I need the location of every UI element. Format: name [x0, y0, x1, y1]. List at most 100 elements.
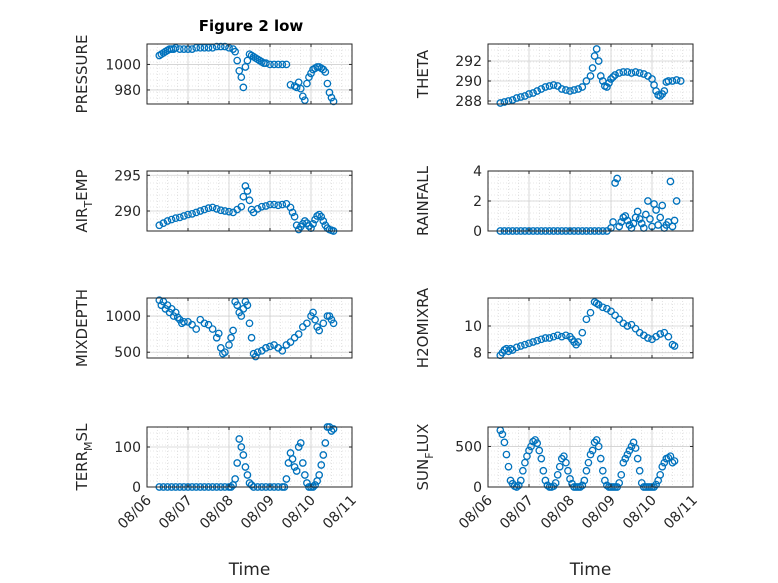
data-point — [286, 81, 295, 89]
data-point — [188, 45, 196, 53]
data-point — [615, 222, 624, 231]
data-point — [613, 174, 622, 183]
data-point — [175, 213, 184, 222]
data-point — [621, 212, 630, 220]
data-point — [294, 443, 303, 451]
y-tick-label: 295 — [114, 168, 141, 184]
data-point — [212, 205, 221, 213]
y-tick-label: 290 — [455, 74, 482, 90]
data-point — [204, 320, 213, 329]
y-tick-label: 500 — [114, 345, 141, 361]
data-point — [262, 59, 270, 67]
data-point — [216, 42, 225, 51]
data-point — [221, 42, 229, 51]
y-tick-label: 290 — [114, 204, 141, 220]
data-point — [208, 325, 217, 333]
data-point — [292, 467, 301, 475]
data-point — [646, 215, 654, 223]
data-point — [562, 458, 570, 467]
data-point — [200, 43, 209, 52]
data-series — [496, 45, 685, 107]
y-axis-label-part: EMP — [73, 169, 91, 200]
data-point — [212, 42, 221, 51]
data-point — [225, 207, 233, 216]
data-point — [180, 45, 188, 53]
data-point — [553, 331, 562, 340]
data-point — [564, 466, 572, 475]
data-point — [192, 43, 201, 52]
data-point — [525, 446, 533, 455]
data-point — [237, 73, 246, 82]
data-point — [274, 60, 283, 69]
data-point — [660, 87, 669, 95]
data-point — [557, 332, 566, 341]
axes-panel-6: 8 10 H2OMIXRA — [414, 287, 694, 368]
data-point — [527, 442, 535, 451]
data-point — [274, 201, 283, 210]
data-point — [257, 202, 266, 211]
data-point — [278, 60, 287, 69]
data-point — [549, 332, 558, 341]
data-point — [562, 86, 570, 94]
data-point — [551, 479, 560, 487]
data-point — [611, 71, 619, 79]
data-point — [635, 215, 644, 223]
x-axis-label: Time — [569, 560, 612, 580]
data-point — [545, 82, 554, 90]
data-point — [212, 333, 221, 342]
axes-panel-5: 500 1000 MIXDEPTH — [73, 289, 353, 367]
data-point — [537, 454, 546, 463]
data-point — [603, 83, 611, 91]
data-point — [305, 73, 313, 82]
data-point — [253, 205, 262, 213]
data-point — [221, 348, 229, 357]
data-point — [508, 96, 517, 104]
y-tick-label: 0 — [473, 480, 482, 496]
figure-title: Figure 2 low — [199, 17, 304, 35]
data-point — [533, 336, 542, 345]
data-point — [266, 200, 274, 209]
data-point — [319, 451, 328, 459]
data-point — [498, 430, 507, 439]
data-point — [598, 466, 607, 475]
data-point — [541, 334, 550, 342]
data-series — [496, 298, 679, 360]
data-point — [529, 437, 537, 446]
data-point — [298, 459, 307, 467]
axes-box — [146, 43, 353, 105]
data-point — [600, 476, 609, 485]
data-point — [282, 60, 291, 69]
data-point — [656, 92, 665, 100]
y-tick-label: 10 — [464, 319, 482, 335]
data-point — [239, 451, 248, 459]
axes-box — [146, 297, 353, 359]
data-point — [545, 334, 554, 342]
data-point — [582, 77, 591, 85]
y-tick-label: 980 — [114, 83, 141, 99]
data-point — [303, 479, 311, 487]
data-point — [525, 90, 533, 98]
data-point — [329, 97, 338, 106]
data-point — [288, 208, 297, 217]
data-point — [323, 79, 332, 88]
data-point — [627, 69, 636, 77]
data-point — [658, 462, 667, 471]
data-point — [300, 471, 309, 479]
data-point — [578, 83, 587, 91]
data-point — [196, 207, 205, 215]
data-point — [652, 87, 660, 95]
data-point — [631, 68, 640, 76]
data-point — [627, 320, 636, 329]
data-point — [588, 446, 597, 455]
data-point — [262, 344, 270, 352]
data-point — [654, 221, 663, 229]
y-axis-label-subscript: F — [423, 452, 436, 458]
data-point — [562, 331, 570, 340]
data-point — [549, 81, 558, 89]
data-point — [233, 301, 242, 310]
data-point — [311, 481, 319, 489]
data-point — [188, 210, 196, 218]
data-point — [637, 479, 646, 487]
data-point — [619, 458, 628, 467]
data-point — [327, 93, 336, 102]
